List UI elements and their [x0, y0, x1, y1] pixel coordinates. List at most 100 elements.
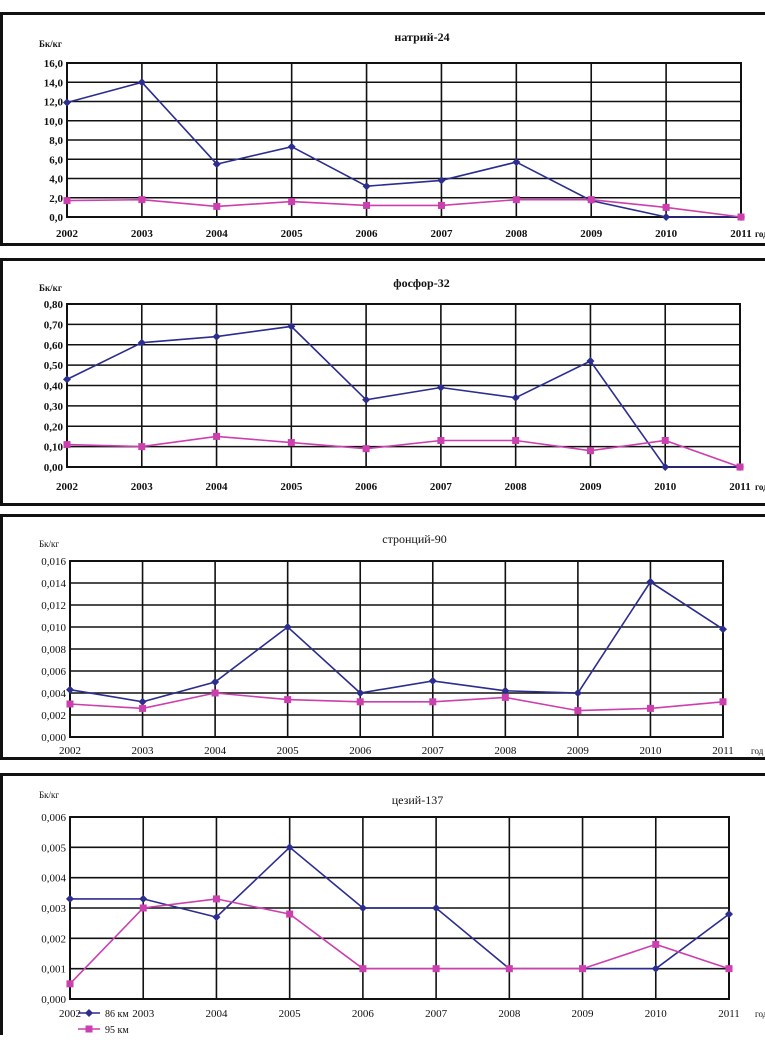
data-point — [139, 894, 148, 903]
y-tick-label: 0,003 — [41, 903, 66, 915]
y-tick-label: 10,0 — [44, 116, 64, 128]
data-point — [63, 375, 71, 384]
data-point — [437, 201, 445, 209]
chart-panel-cesium-137: цезий-137 Бк/кг 0,000 0,001 0,002 0,003 0,004 0… — [0, 773, 765, 1036]
y-tick-label: 0,80 — [44, 299, 64, 311]
data-point — [63, 197, 71, 205]
y-axis-label: Бк/кг — [39, 39, 62, 49]
x-tick-label: 2005 — [277, 745, 300, 757]
data-point — [211, 689, 219, 697]
data-point — [211, 678, 220, 686]
legend-label: 95 км — [105, 1025, 129, 1036]
x-tick-label: 2009 — [572, 1008, 595, 1020]
data-point — [651, 964, 660, 973]
plot-area — [66, 303, 741, 468]
data-point — [66, 894, 74, 903]
x-tick-label: 2009 — [579, 481, 602, 493]
chart-title: фосфор-32 — [393, 276, 449, 290]
series-95-km — [63, 432, 744, 471]
data-point — [139, 904, 147, 912]
y-tick-label: 0,50 — [44, 360, 64, 372]
data-point — [512, 437, 520, 445]
data-point — [501, 686, 510, 695]
y-tick-label: 0,00 — [44, 462, 64, 474]
x-axis-suffix: год — [755, 229, 765, 239]
data-point — [662, 213, 671, 221]
series-86-km — [66, 577, 727, 706]
data-point — [138, 196, 146, 204]
y-tick-label: 0,008 — [41, 644, 66, 656]
y-tick-label: 0,012 — [41, 600, 66, 612]
data-point — [212, 332, 221, 341]
x-tick-label: 2005 — [281, 228, 304, 240]
data-point — [66, 980, 74, 988]
data-point — [362, 445, 370, 453]
data-point — [661, 463, 670, 471]
y-tick-label: 0,002 — [41, 933, 66, 945]
series-line — [66, 198, 742, 218]
x-tick-label: 2011 — [730, 228, 751, 240]
y-tick-label: 0,30 — [44, 401, 64, 413]
data-point — [725, 965, 733, 973]
series-line — [66, 435, 741, 468]
plot-area — [69, 560, 724, 738]
y-axis-label: Бк/кг — [39, 283, 62, 293]
data-point — [287, 439, 295, 447]
x-tick-label: 2008 — [505, 481, 528, 493]
data-point — [432, 904, 441, 912]
data-point — [288, 198, 296, 206]
chart-panel-sodium-24: натрий-24 Бк/кг 0,0 2,0 4,0 6,0 8,0 10,0 12,0 14,… — [0, 12, 765, 246]
y-tick-label: 2,0 — [49, 193, 63, 205]
y-tick-label: 0,20 — [44, 421, 64, 433]
plot-area — [66, 62, 742, 218]
data-point — [212, 160, 221, 169]
gridlines — [66, 62, 742, 218]
x-tick-label: 2011 — [718, 1008, 740, 1020]
x-tick-label: 2009 — [567, 745, 590, 757]
x-tick-label: 2011 — [729, 481, 750, 493]
x-tick-label: 2003 — [132, 745, 155, 757]
data-point — [212, 895, 220, 903]
x-tick-label: 2007 — [422, 745, 445, 757]
y-tick-label: 0,004 — [41, 688, 66, 700]
gridlines — [69, 560, 724, 738]
data-point — [661, 437, 669, 445]
data-point — [505, 965, 513, 973]
series-line — [69, 580, 724, 703]
y-tick-label: 0,000 — [41, 994, 66, 1006]
chart-strontium-90: стронций-90 Бк/кг 0,000 0,002 0,004 0,006 0,00… — [39, 532, 764, 757]
data-point — [662, 203, 670, 211]
y-tick-label: 16,0 — [44, 58, 64, 70]
data-point — [285, 843, 294, 852]
y-tick-label: 6,0 — [49, 154, 63, 166]
data-point — [501, 693, 509, 701]
data-point — [586, 447, 594, 455]
series-line — [69, 898, 730, 985]
series-95-km — [66, 689, 727, 715]
data-point — [356, 698, 364, 706]
y-tick-label: 0,70 — [44, 319, 64, 331]
y-tick-label: 0,001 — [41, 964, 66, 976]
data-point — [138, 443, 146, 451]
x-tick-label: 2002 — [56, 481, 79, 493]
legend: 86 км 95 км — [78, 1009, 129, 1036]
data-point — [66, 685, 74, 694]
data-point — [362, 182, 371, 191]
data-point — [432, 965, 440, 973]
data-point — [66, 700, 74, 708]
data-point — [356, 689, 365, 697]
series-line — [66, 325, 740, 468]
x-tick-label: 2006 — [355, 481, 378, 493]
data-point — [736, 463, 744, 471]
x-tick-label: 2002 — [56, 228, 79, 240]
y-tick-label: 12,0 — [44, 97, 64, 109]
x-tick-label: 2008 — [498, 1008, 521, 1020]
x-tick-label: 2005 — [279, 1008, 302, 1020]
data-point — [287, 142, 296, 151]
y-axis-label: Бк/кг — [39, 790, 59, 800]
data-point — [63, 441, 71, 449]
data-point — [586, 357, 595, 366]
x-tick-label: 2008 — [494, 745, 517, 757]
y-tick-label: 0,006 — [41, 666, 66, 678]
data-point — [719, 698, 727, 706]
